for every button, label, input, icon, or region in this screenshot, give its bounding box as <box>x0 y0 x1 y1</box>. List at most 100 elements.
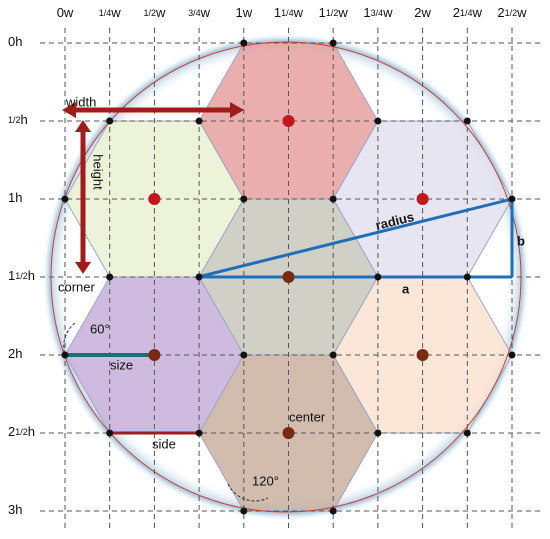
center-dot <box>148 193 161 205</box>
corner-label: corner <box>58 279 96 294</box>
axis-label: 1w <box>235 5 252 20</box>
axis-label: 1/4w <box>99 5 122 20</box>
center-dot <box>282 427 295 439</box>
label-part: 2 <box>414 5 421 20</box>
height-label: height <box>91 154 106 190</box>
label-part: 1/4 <box>460 8 473 18</box>
axis-label: 11/2h <box>8 268 35 283</box>
angle-arc <box>227 483 269 502</box>
axis-label: 21/4w <box>453 5 483 20</box>
corner-dot <box>329 351 337 359</box>
label-part: 1 <box>8 190 15 205</box>
corner-dot <box>374 117 382 125</box>
corner-dot <box>106 117 114 125</box>
axis-label: 2h <box>8 346 22 361</box>
corner-dot <box>463 117 471 125</box>
corner-dot <box>61 351 69 359</box>
corner-dot <box>329 195 337 203</box>
radius-line <box>197 197 513 279</box>
label-part: 1/2 <box>505 8 518 18</box>
label-part: h <box>28 424 35 439</box>
corner-dot <box>508 351 516 359</box>
center-dot <box>282 271 295 283</box>
label-part: h <box>15 502 22 517</box>
label-part: 0 <box>8 34 15 49</box>
angle-label: 120° <box>252 473 279 488</box>
label-part: w <box>200 5 211 20</box>
corner-dot <box>240 39 248 47</box>
axis-label: 3/4w <box>188 5 211 20</box>
center-dot <box>416 349 429 361</box>
axis-label: 1h <box>8 190 22 205</box>
label-part: w <box>155 5 166 20</box>
dots <box>61 39 516 515</box>
axis-label: 0h <box>8 34 22 49</box>
label-part: 3/4 <box>371 8 384 18</box>
corner-dot <box>240 507 248 515</box>
arrowhead <box>230 102 244 118</box>
label-part: 1 <box>8 268 15 283</box>
axis-label: 1/2h <box>8 112 28 127</box>
corner-dot <box>374 273 382 281</box>
label-part: h <box>28 268 35 283</box>
corner-dot <box>195 117 203 125</box>
label-part: w <box>293 5 304 20</box>
corner-dot <box>329 507 337 515</box>
label-part: 2 <box>497 5 504 20</box>
label-part: 1/4 <box>281 8 294 18</box>
label-part: w <box>110 5 121 20</box>
corner-dot <box>106 429 114 437</box>
a-label: a <box>402 281 410 296</box>
corner-dot <box>508 195 516 203</box>
angle-label: 60° <box>90 321 110 336</box>
circumcircle <box>50 41 522 513</box>
axis-label: 11/4w <box>274 5 304 20</box>
width-label: width <box>65 94 96 109</box>
center-label: center <box>289 409 326 424</box>
axis-label: 13/4w <box>363 5 393 20</box>
label-part: 1 <box>363 5 370 20</box>
axis-label: 3h <box>8 502 22 517</box>
b-label: b <box>517 233 525 248</box>
center-dot <box>282 115 295 127</box>
arrowhead <box>75 120 91 132</box>
center-dot <box>148 349 161 361</box>
axis-label: 11/2w <box>319 5 349 20</box>
axis-label: 2w <box>414 5 431 20</box>
corner-dot <box>463 273 471 281</box>
axis-label: 0w <box>57 5 74 20</box>
axis-label: 21/2h <box>8 424 35 439</box>
label-part: h <box>15 190 22 205</box>
axis-label: 1/2w <box>143 5 166 20</box>
corner-dot <box>240 195 248 203</box>
label-part: 3/4 <box>188 8 201 18</box>
corner-dot <box>329 39 337 47</box>
label-part: w <box>421 5 432 20</box>
label-part: h <box>21 112 28 127</box>
corner-dot <box>195 429 203 437</box>
label-part: 0 <box>57 5 64 20</box>
label-part: 2 <box>8 346 15 361</box>
label-part: 3 <box>8 502 15 517</box>
arrowhead <box>75 262 91 274</box>
label-part: 1/2 <box>8 115 21 125</box>
label-part: w <box>63 5 74 20</box>
label-part: h <box>15 346 22 361</box>
side-label: side <box>152 436 176 451</box>
arrowhead <box>62 102 76 118</box>
label-part: w <box>337 5 348 20</box>
label-part: 2 <box>453 5 460 20</box>
label-part: w <box>516 5 527 20</box>
corner-dot <box>195 273 203 281</box>
corner-dot <box>106 273 114 281</box>
label-part: 1/4 <box>99 8 112 18</box>
label-part: 2 <box>8 424 15 439</box>
size-label: size <box>110 357 133 372</box>
label-part: 1 <box>319 5 326 20</box>
label-part: 1 <box>274 5 281 20</box>
label-part: 1/2 <box>15 427 28 437</box>
label-part: 1/2 <box>15 271 28 281</box>
center-dot <box>416 193 429 205</box>
corner-dot <box>240 351 248 359</box>
